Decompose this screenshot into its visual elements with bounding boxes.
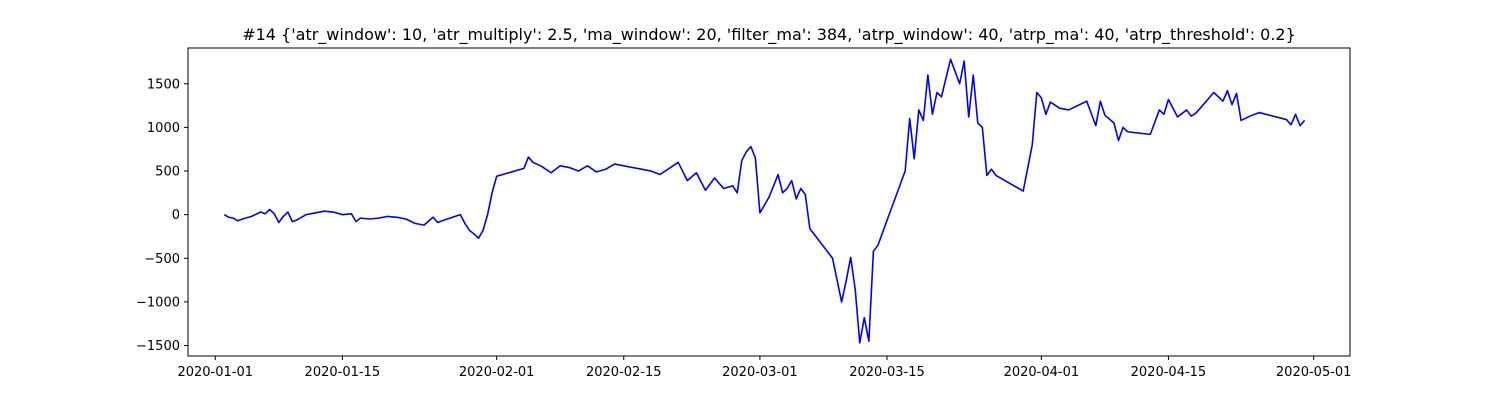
y-tick-label: −500	[144, 252, 180, 267]
y-tick-label: −1500	[136, 339, 180, 354]
axes-frame	[187, 47, 1351, 357]
x-tick-label: 2020-02-15	[586, 365, 662, 380]
x-tick-label: 2020-03-01	[722, 365, 798, 380]
y-tick-label: −1000	[136, 295, 180, 310]
x-axis: 2020-01-01 2020-01-15 2020-02-01 2020-02-15…	[177, 356, 1351, 380]
x-tick-label: 2020-01-15	[305, 365, 381, 380]
y-tick-label: 1000	[147, 121, 180, 136]
y-tick-label: 500	[155, 165, 180, 180]
series-line-0	[223, 58, 1306, 344]
x-tick-label: 2020-01-01	[177, 365, 253, 380]
x-tick-label: 2020-03-15	[849, 365, 925, 380]
plot-area	[223, 58, 1306, 344]
x-tick-label: 2020-04-15	[1131, 365, 1207, 380]
x-tick-label: 2020-05-01	[1276, 365, 1352, 380]
y-tick-label: 0	[172, 208, 180, 223]
chart-title: #14 {'atr_window': 10, 'atr_multiply': 2…	[242, 25, 1296, 45]
x-tick-label: 2020-02-01	[459, 365, 535, 380]
y-axis: −1500 −1000 −500 0 500 1000 1500	[136, 77, 188, 354]
x-tick-label: 2020-04-01	[1004, 365, 1080, 380]
y-tick-label: 1500	[147, 77, 180, 92]
